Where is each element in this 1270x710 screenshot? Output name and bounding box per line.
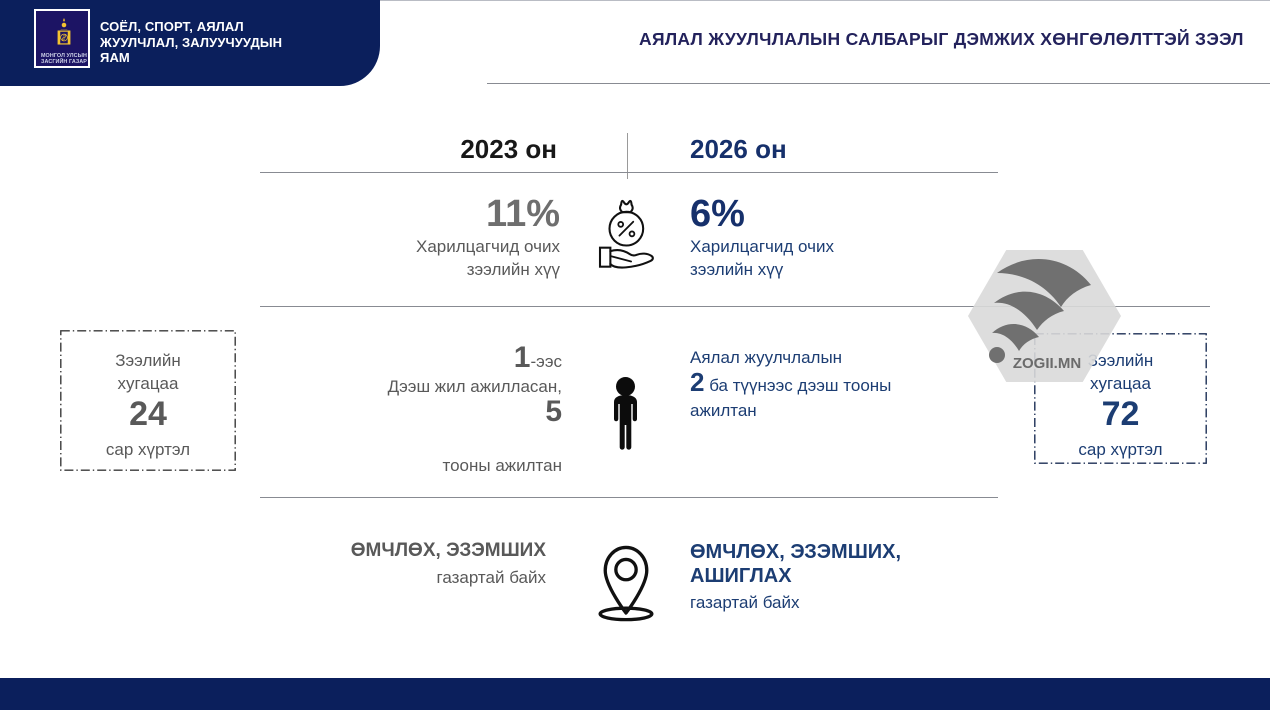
svg-text:ZOGII.MN: ZOGII.MN <box>1013 355 1081 372</box>
